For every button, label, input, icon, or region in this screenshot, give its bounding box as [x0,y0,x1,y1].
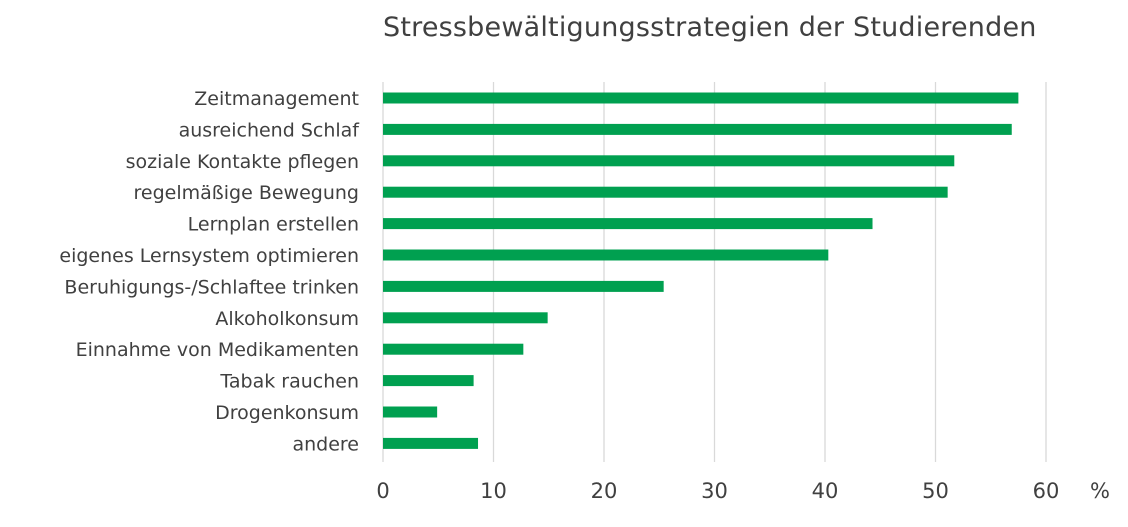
category-label: Einnahme von Medikamenten [76,339,359,361]
x-tick-label: 0 [376,479,389,503]
bar [383,406,438,418]
bar [383,155,955,167]
category-label: Tabak rauchen [219,371,359,393]
bar [383,123,1012,135]
x-tick-label: 10 [480,479,507,503]
category-label: eigenes Lernsystem optimieren [59,245,359,267]
chart-title: Stressbewältigungsstrategien der Studier… [383,12,1037,43]
category-label: Alkoholkonsum [215,308,359,330]
category-label: ausreichend Schlaf [179,119,361,141]
category-label: Drogenkonsum [215,402,359,424]
x-tick-label: 20 [591,479,618,503]
category-label: Zeitmanagement [194,88,359,110]
bar [383,186,948,198]
category-label: Lernplan erstellen [188,214,359,236]
x-axis-unit-label: % [1090,479,1110,503]
bar [383,92,1019,104]
bar [383,343,524,355]
x-tick-label: 50 [922,479,949,503]
category-label: soziale Kontakte pflegen [126,151,359,173]
bar [383,437,479,449]
bar [383,218,873,230]
category-label: Beruhigungs-/Schlaftee trinken [64,276,359,298]
bar [383,249,829,261]
x-tick-label: 30 [701,479,728,503]
category-label: regelmäßige Bewegung [134,182,359,204]
x-tick-label: 60 [1033,479,1060,503]
bar [383,375,474,387]
x-tick-label: 40 [812,479,839,503]
bar [383,312,548,324]
bar [383,280,664,292]
category-label: andere [292,433,359,455]
